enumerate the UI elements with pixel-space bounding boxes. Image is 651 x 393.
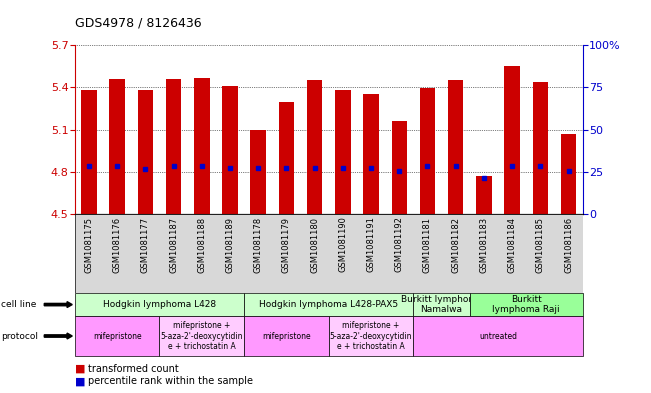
Bar: [251, 130, 266, 214]
FancyBboxPatch shape: [244, 316, 329, 356]
Text: mifepristone: mifepristone: [262, 332, 311, 340]
Bar: [391, 121, 407, 214]
Bar: [109, 79, 125, 214]
Text: GSM1081178: GSM1081178: [254, 217, 263, 273]
Text: GSM1081177: GSM1081177: [141, 217, 150, 273]
Bar: [279, 102, 294, 214]
Text: mifepristone +
5-aza-2'-deoxycytidin
e + trichostatin A: mifepristone + 5-aza-2'-deoxycytidin e +…: [330, 321, 412, 351]
Bar: [420, 88, 436, 214]
Text: GSM1081180: GSM1081180: [310, 217, 319, 272]
FancyBboxPatch shape: [244, 293, 413, 316]
Text: protocol: protocol: [1, 332, 38, 340]
Bar: [561, 134, 576, 214]
FancyBboxPatch shape: [329, 316, 413, 356]
Text: ■: ■: [75, 376, 85, 386]
Text: GSM1081181: GSM1081181: [423, 217, 432, 272]
Text: cell line: cell line: [1, 300, 36, 309]
Bar: [137, 90, 153, 214]
Bar: [335, 90, 351, 214]
Bar: [81, 90, 97, 214]
Text: GDS4978 / 8126436: GDS4978 / 8126436: [75, 17, 202, 29]
Text: GSM1081187: GSM1081187: [169, 217, 178, 273]
Text: GSM1081176: GSM1081176: [113, 217, 122, 273]
Bar: [75, 214, 583, 293]
Text: Hodgkin lymphoma L428-PAX5: Hodgkin lymphoma L428-PAX5: [259, 300, 398, 309]
FancyBboxPatch shape: [75, 293, 244, 316]
Text: Hodgkin lymphoma L428: Hodgkin lymphoma L428: [103, 300, 216, 309]
Text: GSM1081188: GSM1081188: [197, 217, 206, 273]
Text: GSM1081179: GSM1081179: [282, 217, 291, 272]
FancyBboxPatch shape: [470, 293, 583, 316]
Text: GSM1081184: GSM1081184: [508, 217, 517, 272]
Text: GSM1081186: GSM1081186: [564, 217, 573, 273]
Text: mifepristone +
5-aza-2'-deoxycytidin
e + trichostatin A: mifepristone + 5-aza-2'-deoxycytidin e +…: [161, 321, 243, 351]
Bar: [505, 66, 520, 214]
Text: untreated: untreated: [479, 332, 517, 340]
Text: GSM1081190: GSM1081190: [339, 217, 348, 272]
Bar: [476, 176, 492, 214]
Bar: [307, 81, 322, 214]
Text: GSM1081185: GSM1081185: [536, 217, 545, 272]
Text: percentile rank within the sample: percentile rank within the sample: [88, 376, 253, 386]
Bar: [194, 78, 210, 214]
Text: Burkitt
lymphoma Raji: Burkitt lymphoma Raji: [492, 295, 560, 314]
Text: GSM1081191: GSM1081191: [367, 217, 376, 272]
Text: Burkitt lymphoma
Namalwa: Burkitt lymphoma Namalwa: [401, 295, 482, 314]
FancyBboxPatch shape: [75, 316, 159, 356]
Bar: [533, 82, 548, 214]
Bar: [448, 80, 464, 214]
Bar: [166, 79, 182, 214]
Text: GSM1081182: GSM1081182: [451, 217, 460, 272]
Text: GSM1081189: GSM1081189: [225, 217, 234, 272]
Text: GSM1081175: GSM1081175: [85, 217, 94, 272]
FancyBboxPatch shape: [159, 316, 244, 356]
Text: transformed count: transformed count: [88, 364, 178, 374]
Bar: [222, 86, 238, 214]
Text: mifepristone: mifepristone: [93, 332, 141, 340]
Text: GSM1081192: GSM1081192: [395, 217, 404, 272]
Bar: [363, 94, 379, 214]
FancyBboxPatch shape: [413, 316, 583, 356]
Text: GSM1081183: GSM1081183: [479, 217, 488, 273]
FancyBboxPatch shape: [413, 293, 470, 316]
Text: ■: ■: [75, 364, 85, 374]
